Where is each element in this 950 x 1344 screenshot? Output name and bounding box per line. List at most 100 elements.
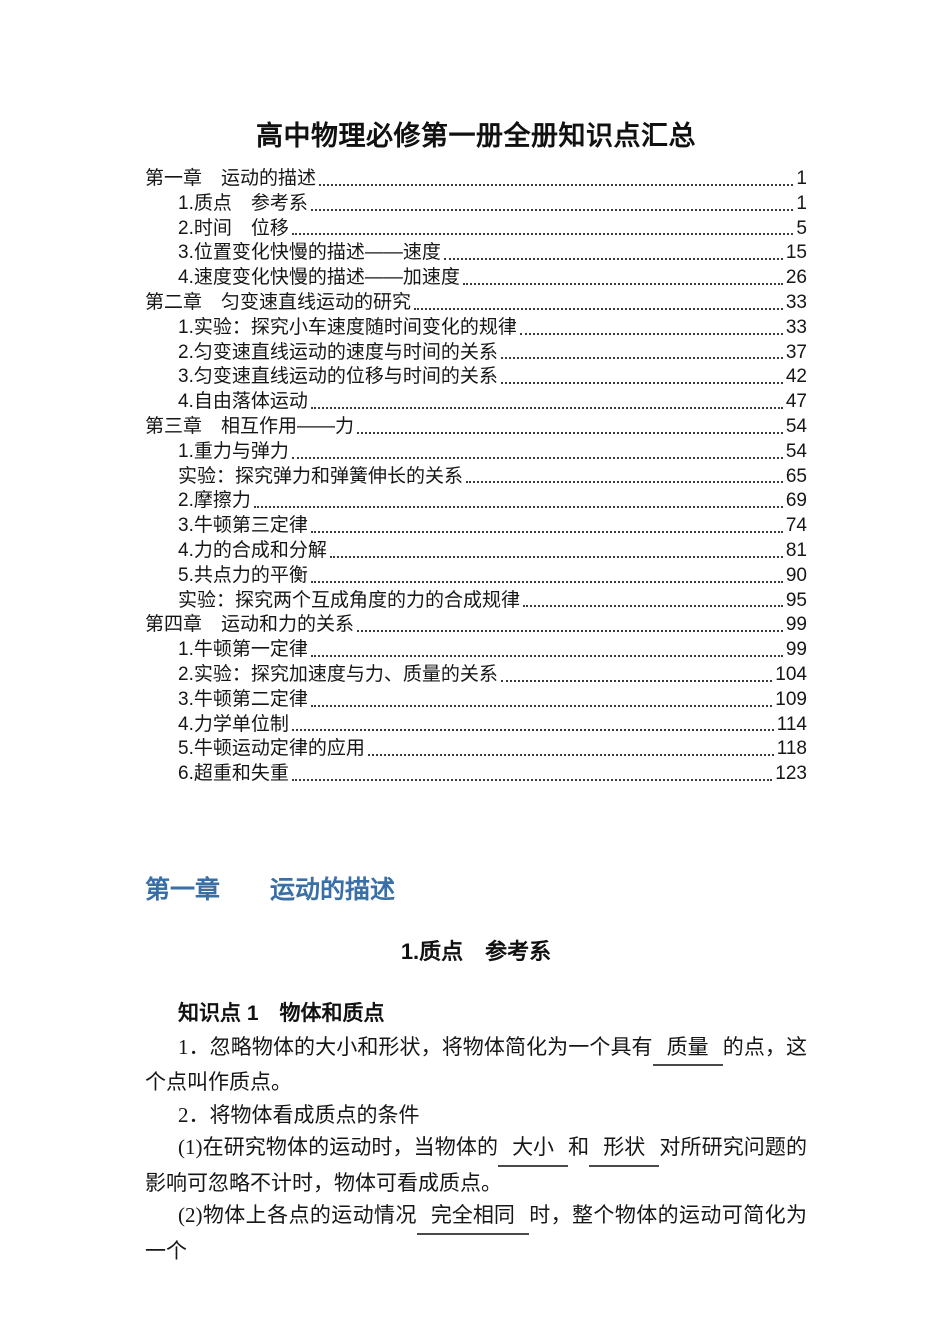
toc-entry-page: 74 — [785, 515, 807, 537]
toc-entry-page: 109 — [775, 688, 807, 710]
toc-entry-label: 第一章 运动的描述 — [145, 168, 317, 189]
toc-entry-page: 37 — [785, 341, 807, 363]
toc-entry-label: 第二章 匀变速直线运动的研究 — [145, 291, 412, 313]
toc-entry-page: 95 — [785, 589, 807, 611]
toc-dot-leader — [291, 233, 794, 236]
toc-entry-label: 2.匀变速直线运动的速度与时间的关系 — [178, 341, 498, 363]
toc-dot-leader — [310, 208, 794, 211]
toc-entry-page: 1 — [796, 168, 807, 189]
toc-entry[interactable]: 第三章 相互作用——力 54 — [145, 415, 807, 440]
toc-entry-page: 99 — [785, 614, 807, 636]
toc-entry[interactable]: 实验：探究弹力和弹簧伸长的关系 65 — [145, 465, 807, 490]
toc-entry[interactable]: 3.牛顿第二定律 109 — [145, 688, 807, 713]
paragraph-text: 和 — [568, 1135, 590, 1160]
toc-entry-label: 第四章 运动和力的关系 — [145, 614, 355, 636]
toc-entry[interactable]: 3.牛顿第三定律 74 — [145, 514, 807, 539]
toc-entry[interactable]: 第一章 运动的描述 1 — [145, 167, 807, 192]
paragraph-text: 1．忽略物体的大小和形状，将物体简化为一个具有 — [178, 1034, 653, 1059]
toc-dot-leader — [310, 530, 783, 533]
toc-dot-leader — [500, 382, 783, 385]
toc-entry-label: 4.力学单位制 — [178, 713, 289, 735]
toc-entry[interactable]: 第二章 匀变速直线运动的研究 33 — [145, 291, 807, 316]
fill-in-blank: 质量 — [652, 1031, 723, 1067]
toc-entry-page: 90 — [785, 564, 807, 586]
fill-in-blank: 形状 — [589, 1131, 660, 1167]
paragraph-condition-2: (2)物体上各点的运动情况 完全相同 时，整个物体的运动可简化为一个 — [145, 1199, 807, 1267]
paragraph-condition-1: (1)在研究物体的运动时，当物体的 大小和形状 对所研究问题的影响可忽略不计时，物体… — [145, 1131, 807, 1199]
toc-entry[interactable]: 2.时间 位移 5 — [145, 217, 807, 242]
toc-entry[interactable]: 6.超重和失重 123 — [145, 762, 807, 787]
paragraph-text: 时，整个物体的运动可简化为一个 — [145, 1203, 807, 1263]
toc-entry[interactable]: 实验：探究两个互成角度的力的合成规律 95 — [145, 589, 807, 614]
toc-entry-label: 4.力的合成和分解 — [178, 539, 327, 561]
toc-dot-leader — [357, 431, 783, 434]
toc-entry-label: 2.摩擦力 — [178, 490, 251, 512]
toc-dot-leader — [310, 654, 783, 657]
toc-dot-leader — [329, 555, 783, 558]
toc-entry-page: 69 — [785, 490, 807, 512]
toc-dot-leader — [466, 481, 783, 484]
toc-entry-label: 1.质点 参考系 — [178, 192, 308, 214]
knowledge-point-heading: 知识点 1 物体和质点 — [178, 1001, 385, 1025]
toc-entry-page: 15 — [785, 242, 807, 264]
toc-entry-page: 65 — [785, 465, 807, 487]
paragraph-text: 2．将物体看成质点的条件 — [178, 1102, 420, 1127]
toc-entry[interactable]: 4.力学单位制 114 — [145, 713, 807, 738]
toc-entry-page: 123 — [775, 763, 807, 785]
toc-entry[interactable]: 4.力的合成和分解 81 — [145, 539, 807, 564]
toc-entry-page: 47 — [785, 391, 807, 413]
paragraph-condition-title: 2．将物体看成质点的条件 — [145, 1099, 807, 1132]
toc-dot-leader — [253, 506, 783, 509]
toc-dot-leader — [414, 307, 783, 310]
toc-entry-label: 3.位置变化快慢的描述——速度 — [178, 242, 441, 264]
toc-dot-leader — [291, 729, 774, 732]
toc-dot-leader — [310, 406, 783, 409]
toc-entry-label: 1.实验：探究小车速度随时间变化的规律 — [178, 316, 517, 338]
toc-entry[interactable]: 3.匀变速直线运动的位移与时间的关系 42 — [145, 365, 807, 390]
toc-entry[interactable]: 5.共点力的平衡 90 — [145, 564, 807, 589]
toc-entry-page: 33 — [785, 291, 807, 313]
toc-entry[interactable]: 1.质点 参考系 1 — [145, 192, 807, 217]
toc-entry[interactable]: 2.实验：探究加速度与力、质量的关系 104 — [145, 663, 807, 688]
table-of-contents: 第一章 运动的描述 1 1.质点 参考系 1 2.时间 位移 5 3.位置变化快… — [145, 167, 807, 787]
toc-entry-page: 5 — [796, 217, 807, 239]
toc-entry[interactable]: 2.匀变速直线运动的速度与时间的关系 37 — [145, 341, 807, 366]
toc-entry-page: 104 — [775, 663, 807, 685]
toc-entry-page: 26 — [785, 267, 807, 289]
toc-entry[interactable]: 4.自由落体运动 47 — [145, 390, 807, 415]
toc-entry-label: 2.实验：探究加速度与力、质量的关系 — [178, 663, 498, 685]
toc-entry-page: 99 — [785, 639, 807, 661]
toc-entry-label: 3.匀变速直线运动的位移与时间的关系 — [178, 366, 498, 388]
toc-entry[interactable]: 1.牛顿第一定律 99 — [145, 638, 807, 663]
toc-entry[interactable]: 1.重力与弹力 54 — [145, 440, 807, 465]
toc-entry-label: 1.牛顿第一定律 — [178, 639, 308, 661]
toc-dot-leader — [462, 282, 783, 285]
toc-entry-label: 实验：探究弹力和弹簧伸长的关系 — [178, 465, 464, 487]
toc-entry-label: 5.共点力的平衡 — [178, 564, 308, 586]
toc-dot-leader — [519, 332, 783, 335]
toc-entry[interactable]: 第四章 运动和力的关系 99 — [145, 613, 807, 638]
toc-entry-label: 4.自由落体运动 — [178, 391, 308, 413]
toc-entry[interactable]: 5.牛顿运动定律的应用 118 — [145, 737, 807, 762]
toc-entry-label: 4.速度变化快慢的描述——加速度 — [178, 267, 460, 289]
toc-entry-page: 1 — [796, 192, 807, 214]
toc-entry-label: 3.牛顿第二定律 — [178, 688, 308, 710]
toc-entry-page: 81 — [785, 539, 807, 561]
chapter-heading: 第一章 运动的描述 — [145, 875, 396, 904]
toc-entry[interactable]: 4.速度变化快慢的描述——加速度 26 — [145, 266, 807, 291]
paragraph-text: 的点，这个点叫作质点。 — [145, 1034, 808, 1095]
toc-dot-leader — [523, 605, 783, 608]
toc-entry-page: 114 — [776, 713, 807, 735]
lesson-heading: 1.质点 参考系 — [400, 938, 552, 964]
toc-entry-label: 3.牛顿第三定律 — [178, 515, 308, 537]
toc-dot-leader — [291, 456, 783, 459]
document-title: 高中物理必修第一册全册知识点汇总 — [256, 121, 696, 151]
toc-entry[interactable]: 1.实验：探究小车速度随时间变化的规律 33 — [145, 316, 807, 341]
toc-entry-label: 6.超重和失重 — [178, 763, 289, 785]
toc-entry-page: 42 — [785, 366, 807, 388]
page-content: 高中物理必修第一册全册知识点汇总 第一章 运动的描述 1 1.质点 参考系 1 … — [145, 0, 807, 1267]
paragraph-text: (2)物体上各点的运动情况 — [178, 1203, 417, 1228]
toc-entry[interactable]: 2.摩擦力 69 — [145, 489, 807, 514]
toc-entry[interactable]: 3.位置变化快慢的描述——速度 15 — [145, 241, 807, 266]
toc-entry-label: 5.牛顿运动定律的应用 — [178, 738, 365, 760]
